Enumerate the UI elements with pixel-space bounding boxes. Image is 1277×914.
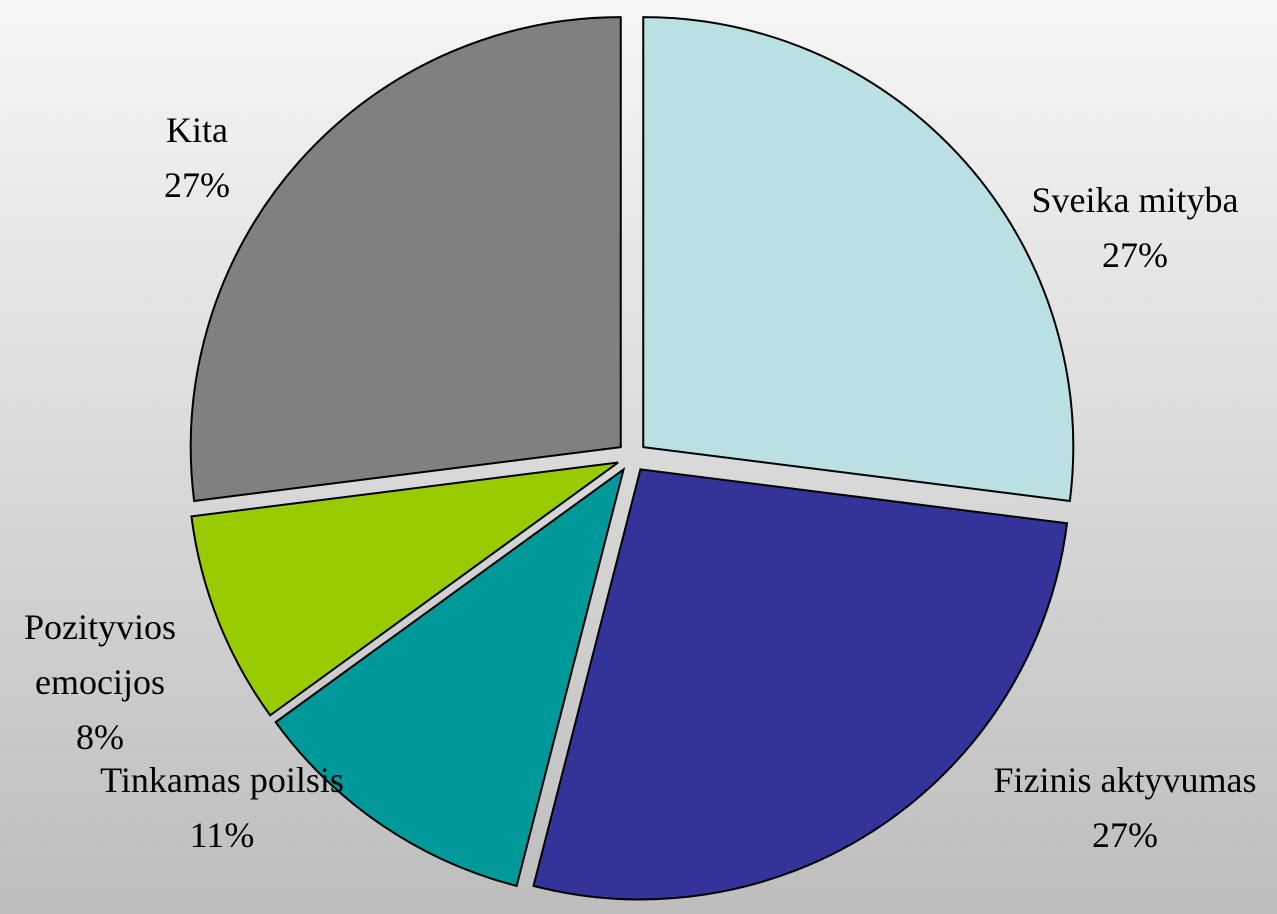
category-label: Pozityvios emocijos [23, 607, 176, 702]
slice-label: Kita 27% [97, 103, 297, 213]
value-label: 27% [164, 165, 230, 205]
pie-slice [190, 461, 619, 717]
slice-label: Fizinis aktyvumas 27% [960, 753, 1277, 863]
category-label: Kita [166, 110, 228, 150]
pie-slice [274, 466, 626, 888]
value-label: 27% [1092, 815, 1158, 855]
category-label: Sveika mityba [1031, 180, 1239, 220]
slice-label: Tinkamas poilsis 11% [57, 753, 387, 863]
pie-slice [532, 468, 1069, 901]
category-label: Tinkamas poilsis [100, 760, 344, 800]
value-label: 8% [76, 717, 124, 757]
pie-slice [189, 16, 622, 503]
value-label: 11% [189, 815, 255, 855]
slice-label: Pozityvios emocijos 8% [0, 600, 200, 765]
value-label: 27% [1102, 235, 1168, 275]
slice-label: Sveika mityba 27% [985, 173, 1277, 283]
pie-slice [642, 16, 1075, 503]
category-label: Fizinis aktyvumas [993, 760, 1257, 800]
